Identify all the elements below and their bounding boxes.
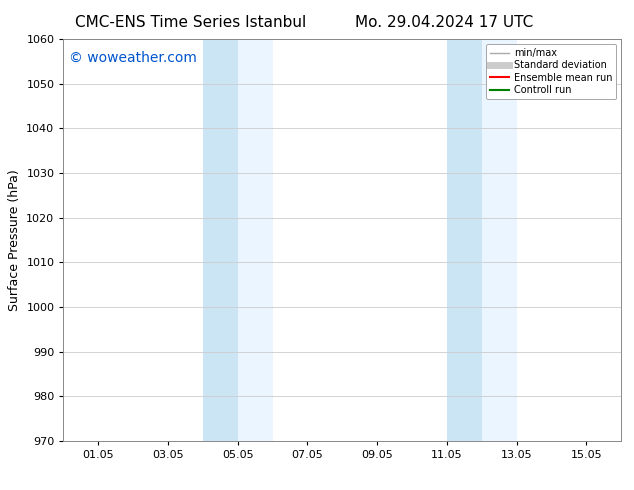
Bar [447, 39, 482, 441]
Text: © woweather.com: © woweather.com [69, 51, 197, 65]
Text: CMC-ENS Time Series Istanbul: CMC-ENS Time Series Istanbul [75, 15, 306, 30]
Legend: min/max, Standard deviation, Ensemble mean run, Controll run: min/max, Standard deviation, Ensemble me… [486, 44, 616, 99]
Bar [238, 39, 273, 441]
Text: Mo. 29.04.2024 17 UTC: Mo. 29.04.2024 17 UTC [354, 15, 533, 30]
Y-axis label: Surface Pressure (hPa): Surface Pressure (hPa) [8, 169, 21, 311]
Bar [482, 39, 517, 441]
Bar [203, 39, 238, 441]
